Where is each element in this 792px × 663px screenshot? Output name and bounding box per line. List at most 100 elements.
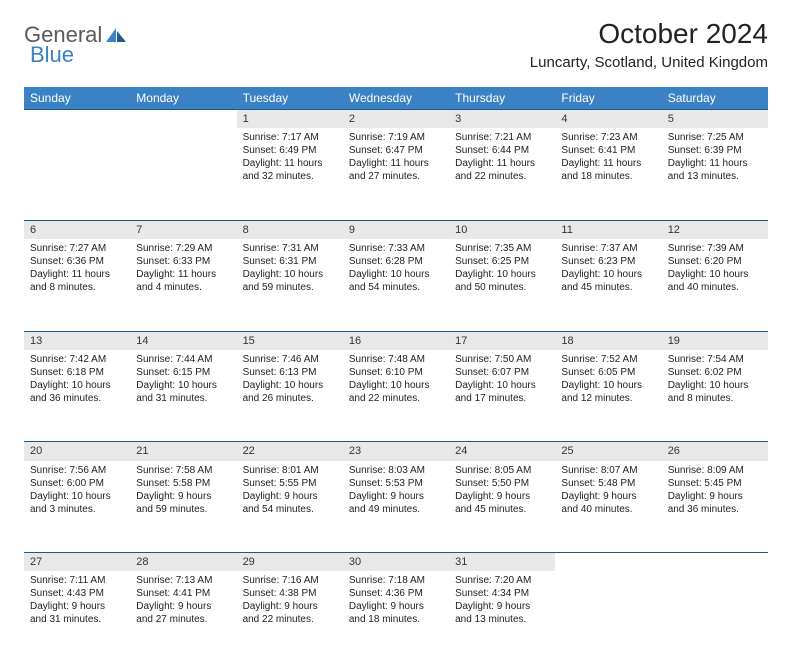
daylight-text: Daylight: 10 hours and 40 minutes. bbox=[668, 268, 762, 294]
day-body-cell: Sunrise: 7:17 AMSunset: 6:49 PMDaylight:… bbox=[237, 128, 343, 220]
sunset-text: Sunset: 6:44 PM bbox=[455, 144, 549, 157]
sunset-text: Sunset: 6:39 PM bbox=[668, 144, 762, 157]
daylight-text: Daylight: 9 hours and 22 minutes. bbox=[243, 600, 337, 626]
daynum-row: 13141516171819 bbox=[24, 331, 768, 350]
day-body-cell: Sunrise: 7:56 AMSunset: 6:00 PMDaylight:… bbox=[24, 461, 130, 553]
day-body-cell: Sunrise: 7:58 AMSunset: 5:58 PMDaylight:… bbox=[130, 461, 236, 553]
day-body-cell: Sunrise: 7:27 AMSunset: 6:36 PMDaylight:… bbox=[24, 239, 130, 331]
daylight-text: Daylight: 10 hours and 31 minutes. bbox=[136, 379, 230, 405]
day-number-cell: 4 bbox=[555, 110, 661, 129]
day-body-cell: Sunrise: 7:18 AMSunset: 4:36 PMDaylight:… bbox=[343, 571, 449, 663]
day-number-cell: 26 bbox=[662, 442, 768, 461]
daylight-text: Daylight: 9 hours and 31 minutes. bbox=[30, 600, 124, 626]
sunset-text: Sunset: 6:02 PM bbox=[668, 366, 762, 379]
sunset-text: Sunset: 5:58 PM bbox=[136, 477, 230, 490]
week-row: Sunrise: 7:17 AMSunset: 6:49 PM Daylight:… bbox=[24, 128, 768, 220]
daylight-text: Daylight: 10 hours and 17 minutes. bbox=[455, 379, 549, 405]
day-body-cell bbox=[24, 128, 130, 220]
sunset-text: Sunset: 6:31 PM bbox=[243, 255, 337, 268]
sunrise-text: Sunrise: 7:50 AM bbox=[455, 353, 549, 366]
day-number-cell: 2 bbox=[343, 110, 449, 129]
day-body-cell: Sunrise: 7:11 AMSunset: 4:43 PMDaylight:… bbox=[24, 571, 130, 663]
daylight-text: Daylight: 10 hours and 3 minutes. bbox=[30, 490, 124, 516]
day-body-cell: Sunrise: 7:44 AMSunset: 6:15 PMDaylight:… bbox=[130, 350, 236, 442]
sunset-text: Sunset: 6:00 PM bbox=[30, 477, 124, 490]
day-number-cell: 17 bbox=[449, 331, 555, 350]
daylight-text: Daylight: 9 hours and 49 minutes. bbox=[349, 490, 443, 516]
sunrise-text: Sunrise: 7:52 AM bbox=[561, 353, 655, 366]
day-number-cell: 13 bbox=[24, 331, 130, 350]
daylight-text: Daylight: 9 hours and 40 minutes. bbox=[561, 490, 655, 516]
day-body-cell bbox=[555, 571, 661, 663]
day-number-cell: 11 bbox=[555, 220, 661, 239]
day-body-cell: Sunrise: 7:42 AMSunset: 6:18 PMDaylight:… bbox=[24, 350, 130, 442]
location-text: Luncarty, Scotland, United Kingdom bbox=[530, 54, 768, 71]
sunset-text: Sunset: 4:36 PM bbox=[349, 587, 443, 600]
sunset-text: Sunset: 6:07 PM bbox=[455, 366, 549, 379]
day-body-cell: Sunrise: 8:09 AMSunset: 5:45 PMDaylight:… bbox=[662, 461, 768, 553]
sunrise-text: Sunrise: 7:21 AM bbox=[455, 131, 549, 144]
day-body-cell: Sunrise: 7:46 AMSunset: 6:13 PMDaylight:… bbox=[237, 350, 343, 442]
weekday-header: Monday bbox=[130, 87, 236, 110]
sunrise-text: Sunrise: 7:13 AM bbox=[136, 574, 230, 587]
day-body-cell: Sunrise: 7:35 AMSunset: 6:25 PMDaylight:… bbox=[449, 239, 555, 331]
day-number-cell: 6 bbox=[24, 220, 130, 239]
day-number-cell: 3 bbox=[449, 110, 555, 129]
day-body-cell: Sunrise: 7:16 AMSunset: 4:38 PMDaylight:… bbox=[237, 571, 343, 663]
sunset-text: Sunset: 6:47 PM bbox=[349, 144, 443, 157]
week-row: Sunrise: 7:11 AMSunset: 4:43 PMDaylight:… bbox=[24, 571, 768, 663]
sunset-text: Sunset: 6:20 PM bbox=[668, 255, 762, 268]
sunrise-text: Sunrise: 7:31 AM bbox=[243, 242, 337, 255]
day-number-cell: 1 bbox=[237, 110, 343, 129]
day-body-cell: Sunrise: 7:21 AMSunset: 6:44 PMDaylight:… bbox=[449, 128, 555, 220]
day-body-cell: Sunrise: 7:33 AMSunset: 6:28 PMDaylight:… bbox=[343, 239, 449, 331]
daylight-text: Daylight: 9 hours and 36 minutes. bbox=[668, 490, 762, 516]
sunset-text: Sunset: 6:36 PM bbox=[30, 255, 124, 268]
daylight-text: Daylight: 9 hours and 45 minutes. bbox=[455, 490, 549, 516]
day-number-cell: 20 bbox=[24, 442, 130, 461]
day-body-cell: Sunrise: 7:20 AMSunset: 4:34 PMDaylight:… bbox=[449, 571, 555, 663]
day-number-cell bbox=[24, 110, 130, 129]
day-body-cell: Sunrise: 8:01 AMSunset: 5:55 PMDaylight:… bbox=[237, 461, 343, 553]
daylight-text: Daylight: 10 hours and 54 minutes. bbox=[349, 268, 443, 294]
daynum-row: 20212223242526 bbox=[24, 442, 768, 461]
sunset-text: Sunset: 6:15 PM bbox=[136, 366, 230, 379]
week-row: Sunrise: 7:56 AMSunset: 6:00 PMDaylight:… bbox=[24, 461, 768, 553]
day-body-cell: Sunrise: 7:37 AMSunset: 6:23 PMDaylight:… bbox=[555, 239, 661, 331]
sunrise-text: Sunrise: 8:03 AM bbox=[349, 464, 443, 477]
sunrise-text: Sunrise: 7:56 AM bbox=[30, 464, 124, 477]
sunrise-text: Sunrise: 7:27 AM bbox=[30, 242, 124, 255]
sunset-text: Sunset: 6:49 PM bbox=[243, 144, 337, 157]
sunset-text: Sunset: 5:45 PM bbox=[668, 477, 762, 490]
day-number-cell: 25 bbox=[555, 442, 661, 461]
day-number-cell: 9 bbox=[343, 220, 449, 239]
weekday-header: Tuesday bbox=[237, 87, 343, 110]
day-number-cell: 28 bbox=[130, 553, 236, 572]
day-body-cell: Sunrise: 7:50 AMSunset: 6:07 PMDaylight:… bbox=[449, 350, 555, 442]
day-number-cell bbox=[662, 553, 768, 572]
weekday-row: SundayMondayTuesdayWednesdayThursdayFrid… bbox=[24, 87, 768, 110]
sunrise-text: Sunrise: 7:39 AM bbox=[668, 242, 762, 255]
sunset-text: Sunset: 4:43 PM bbox=[30, 587, 124, 600]
day-body-cell: Sunrise: 7:31 AMSunset: 6:31 PMDaylight:… bbox=[237, 239, 343, 331]
day-body-cell: Sunrise: 7:23 AMSunset: 6:41 PMDaylight:… bbox=[555, 128, 661, 220]
title-block: October 2024 Luncarty, Scotland, United … bbox=[530, 18, 768, 71]
daynum-row: 6789101112 bbox=[24, 220, 768, 239]
calendar-table: SundayMondayTuesdayWednesdayThursdayFrid… bbox=[24, 87, 768, 663]
sunrise-text: Sunrise: 7:29 AM bbox=[136, 242, 230, 255]
calendar-header: SundayMondayTuesdayWednesdayThursdayFrid… bbox=[24, 87, 768, 110]
daylight-text: Daylight: 11 hours and 13 minutes. bbox=[668, 157, 762, 183]
sunrise-text: Sunrise: 7:17 AM bbox=[243, 131, 337, 144]
sunrise-text: Sunrise: 7:11 AM bbox=[30, 574, 124, 587]
sunset-text: Sunset: 5:53 PM bbox=[349, 477, 443, 490]
daynum-row: 12345 bbox=[24, 110, 768, 129]
day-number-cell bbox=[130, 110, 236, 129]
daylight-text: Daylight: 9 hours and 27 minutes. bbox=[136, 600, 230, 626]
sunrise-text: Sunrise: 7:23 AM bbox=[561, 131, 655, 144]
daylight-text: Daylight: 11 hours and 27 minutes. bbox=[349, 157, 443, 183]
day-number-cell: 31 bbox=[449, 553, 555, 572]
sunset-text: Sunset: 4:34 PM bbox=[455, 587, 549, 600]
sunrise-text: Sunrise: 7:37 AM bbox=[561, 242, 655, 255]
logo-sail-icon bbox=[104, 26, 128, 44]
daylight-text: Daylight: 10 hours and 50 minutes. bbox=[455, 268, 549, 294]
